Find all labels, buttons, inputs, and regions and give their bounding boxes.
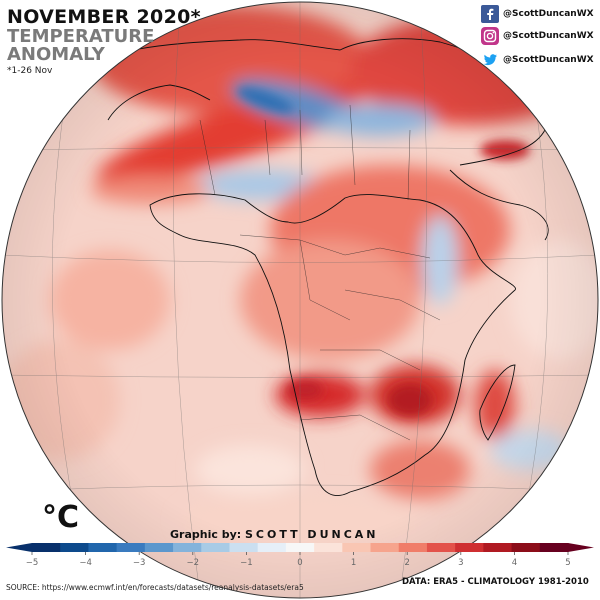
map-subtitle: TEMPERATURE xyxy=(7,26,155,47)
social-twitter[interactable]: @ScottDuncanWX xyxy=(481,50,594,70)
source-text: SOURCE: https://www.ecmwf.int/en/forecas… xyxy=(6,583,304,592)
colorbar-bin xyxy=(32,543,61,552)
credit-name: SCOTT DUNCAN xyxy=(245,528,379,541)
colorbar-tick-label: 3 xyxy=(458,558,463,568)
colorbar-tick-label: 0 xyxy=(297,558,302,568)
colorbar-bin xyxy=(455,543,484,552)
colorbar-bin xyxy=(426,543,456,552)
colorbar-tick-label: −1 xyxy=(240,558,253,568)
graphic-credit: Graphic by: SCOTT DUNCAN xyxy=(170,528,379,541)
colorbar-bin xyxy=(201,543,230,552)
colorbar-bin xyxy=(483,543,513,552)
colorbar-tick-label: −3 xyxy=(133,558,146,568)
unit-label: °C xyxy=(42,500,80,535)
social-facebook[interactable]: @ScottDuncanWX xyxy=(481,4,594,24)
colorbar-bin xyxy=(398,543,428,552)
colorbar-ticks: −5 −4 −3 −2 −1 0 1 2 3 4 5 xyxy=(26,552,571,568)
colorbar-bin xyxy=(257,543,287,552)
twitter-icon xyxy=(481,51,499,69)
colorbar-bin xyxy=(229,543,259,552)
colorbar-bin xyxy=(342,543,372,552)
colorbar: −5 −4 −3 −2 −1 0 1 2 3 4 5 xyxy=(6,543,594,568)
colorbar-bin xyxy=(539,543,569,552)
map-subtitle-line2: ANOMALY xyxy=(7,44,105,65)
colorbar-extend-max xyxy=(568,543,594,552)
colorbar-extend-min xyxy=(6,543,32,552)
map-title: NOVEMBER 2020* xyxy=(7,6,201,28)
colorbar-bin xyxy=(144,543,174,552)
date-range-note: *1-26 Nov xyxy=(7,66,53,76)
instagram-icon xyxy=(481,27,499,45)
credit-prefix: Graphic by: xyxy=(170,528,242,541)
colorbar-bin xyxy=(173,543,202,552)
colorbar-tick-label: −2 xyxy=(187,558,200,568)
data-text: DATA: ERA5 - CLIMATOLOGY 1981-2010 xyxy=(402,577,589,587)
colorbar-bin xyxy=(285,543,315,552)
colorbar-tick-label: 5 xyxy=(565,558,570,568)
colorbar-bin xyxy=(370,543,400,552)
colorbar-bin xyxy=(116,543,146,552)
colorbar-bin xyxy=(60,543,89,552)
colorbar-tick-label: 4 xyxy=(512,558,517,568)
colorbar-bin xyxy=(511,543,541,552)
colorbar-bin xyxy=(88,543,118,552)
colorbar-tick-label: 2 xyxy=(404,558,409,568)
instagram-handle: @ScottDuncanWX xyxy=(503,31,594,41)
facebook-handle: @ScottDuncanWX xyxy=(503,9,594,19)
colorbar-bin xyxy=(314,543,343,552)
colorbar-bins xyxy=(6,543,594,552)
twitter-handle: @ScottDuncanWX xyxy=(503,55,594,65)
colorbar-tick-label: 1 xyxy=(351,558,356,568)
colorbar-tick-label: −4 xyxy=(79,558,92,568)
colorbar-tick-label: −5 xyxy=(26,558,39,568)
social-instagram[interactable]: @ScottDuncanWX xyxy=(481,26,594,46)
facebook-icon xyxy=(481,5,499,23)
